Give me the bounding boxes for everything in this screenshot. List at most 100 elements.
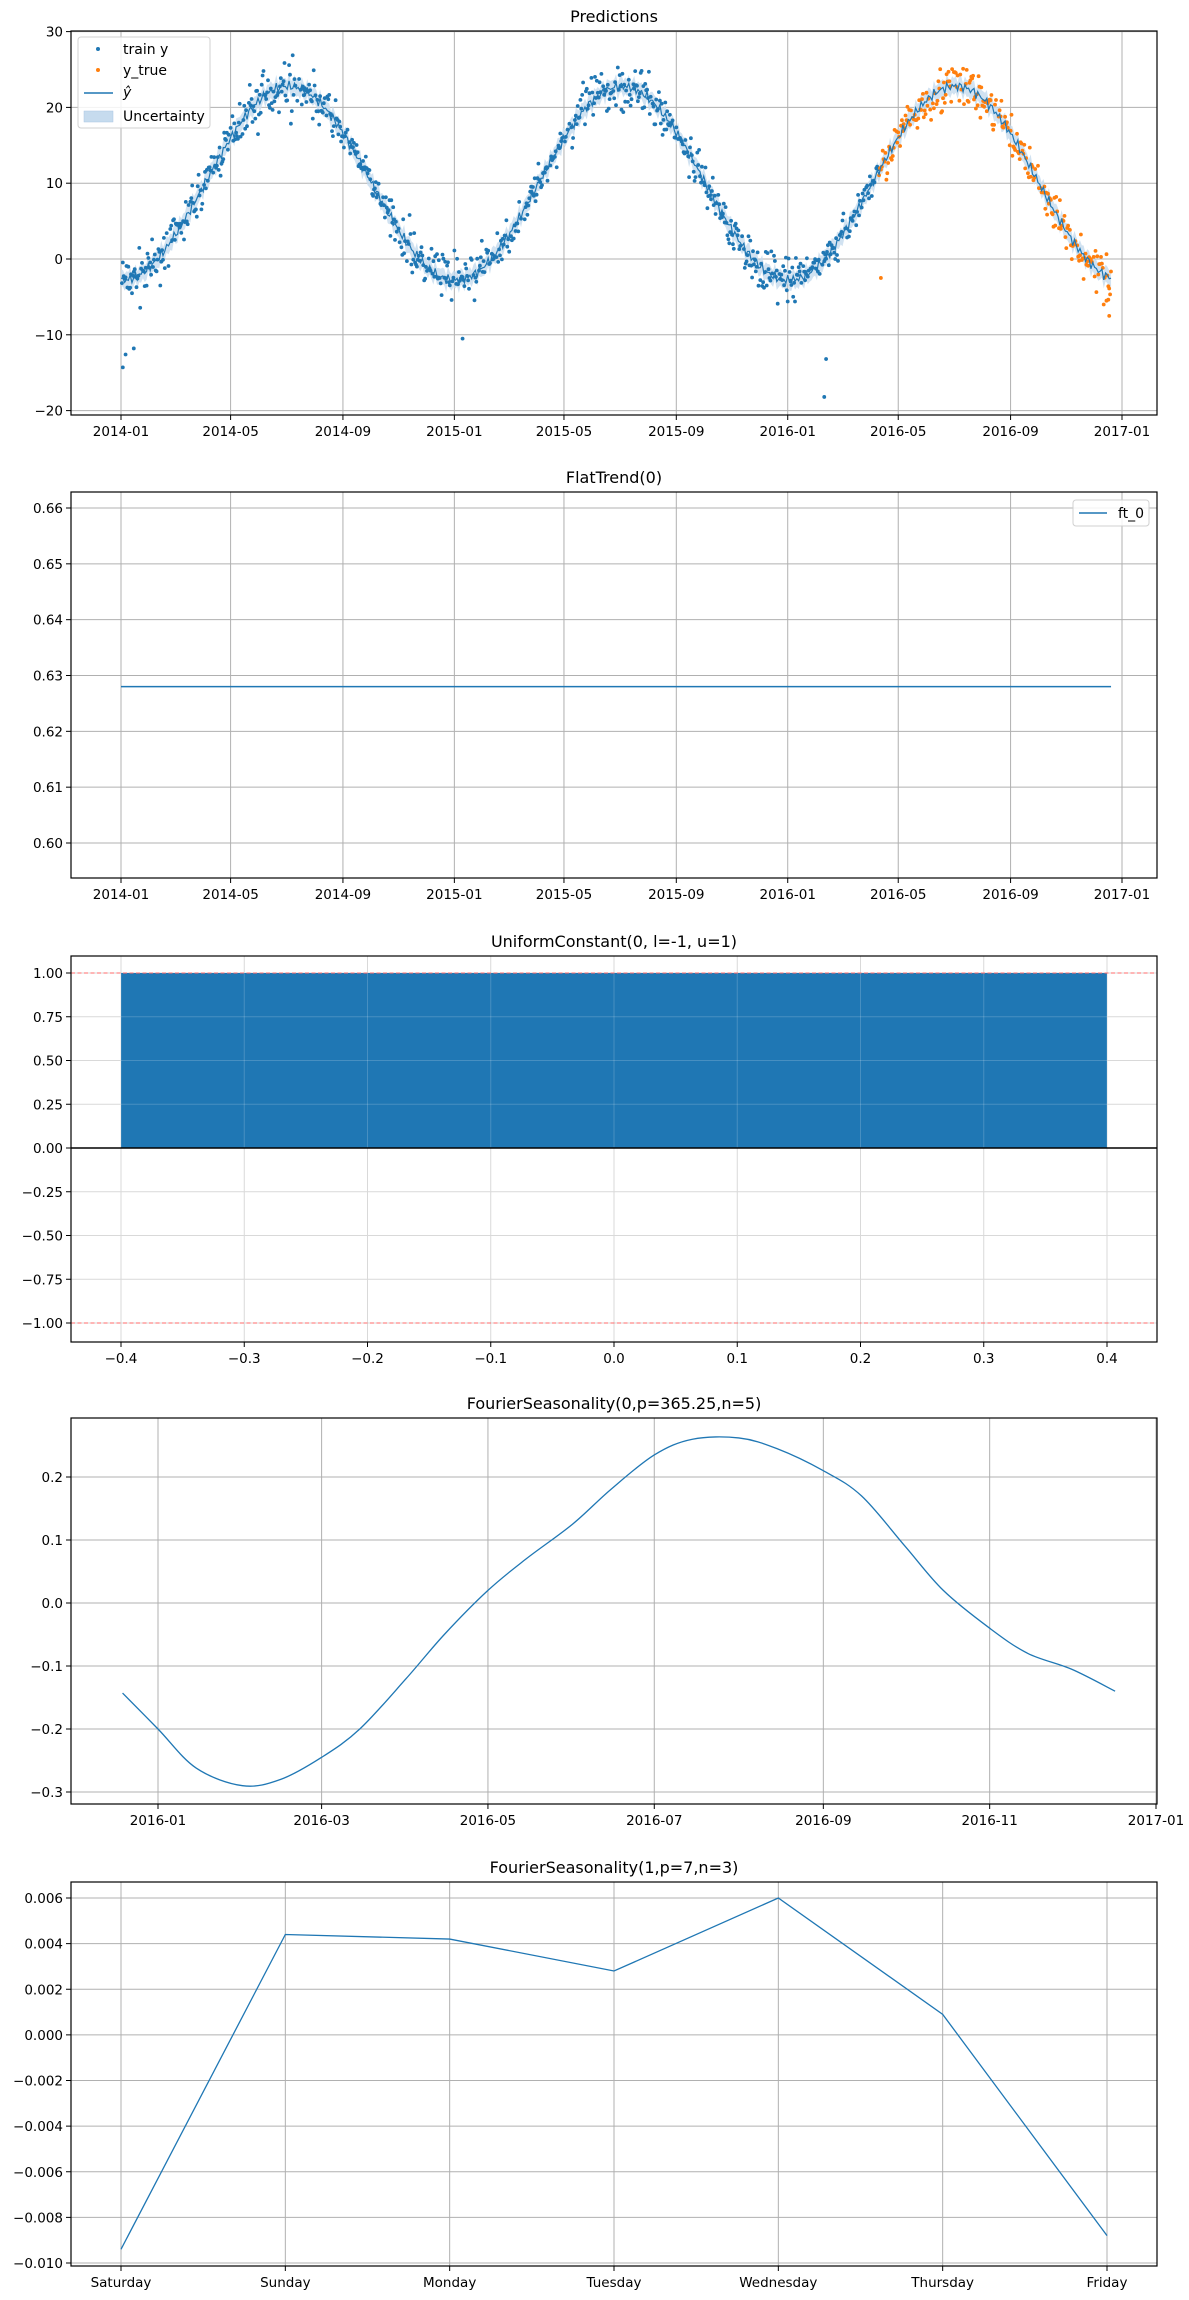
train-y-point (657, 90, 661, 94)
y-true-point (984, 109, 989, 114)
train-y-point (517, 200, 522, 204)
x-tick-label: 0.0 (603, 1351, 624, 1367)
train-y-point (591, 113, 596, 117)
y-true-point (1094, 290, 1099, 294)
y-true-point (935, 98, 940, 103)
y-tick-label: −0.004 (13, 2119, 63, 2135)
train-y-point (218, 173, 223, 178)
train-y-point (363, 154, 368, 159)
train-y-point (179, 231, 184, 235)
legend-ft-0: ft_0 (1118, 506, 1144, 522)
train-y-point (321, 101, 326, 106)
train-y-point (856, 193, 860, 197)
train-y-point (149, 272, 154, 277)
train-y-point (472, 298, 477, 303)
train-y-point (758, 278, 763, 282)
train-y-point (687, 175, 691, 180)
y-true-point (1017, 157, 1022, 162)
flat-trend-title: FlatTrend(0) (566, 468, 662, 487)
train-y-point (132, 267, 137, 272)
train-y-point (733, 221, 738, 226)
train-y-point (840, 218, 845, 223)
train-y-point (833, 257, 838, 261)
train-y-point (692, 179, 697, 183)
train-y-point (232, 121, 237, 126)
train-y-point (534, 192, 539, 197)
train-y-point (624, 88, 628, 93)
train-y-point (345, 127, 350, 132)
train-y-point (221, 157, 226, 162)
train-y-point (867, 196, 871, 201)
x-tick-label: 2014-05 (202, 424, 258, 440)
train-y-point (230, 114, 235, 119)
x-tick-label: 2016-01 (760, 887, 816, 903)
x-tick-label: 0.4 (1096, 1351, 1117, 1367)
train-y-point (249, 97, 254, 101)
y-true-point (1046, 191, 1050, 196)
train-y-point (495, 231, 500, 236)
train-y-point (665, 109, 670, 114)
y-tick-label: −0.25 (22, 1185, 63, 1201)
y-hat-path (120, 80, 1112, 286)
y-true-point (1091, 255, 1096, 259)
train-y-point (762, 285, 766, 290)
train-y-point (460, 336, 465, 341)
train-y-point (841, 211, 846, 216)
train-y-point (148, 260, 153, 265)
train-y-point (247, 83, 252, 87)
train-y-point (120, 365, 125, 370)
y-true-point (905, 104, 910, 109)
y-true-point (978, 115, 983, 120)
x-tick-label: 0.3 (973, 1351, 994, 1367)
fourier-weekly-path (120, 1897, 1108, 2250)
train-y-point (185, 222, 190, 227)
train-y-point (768, 278, 773, 283)
train-y-point (637, 95, 641, 99)
train-y-point (330, 129, 334, 134)
train-y-point (130, 291, 134, 296)
x-tick-label: 2016-05 (870, 887, 926, 903)
fourier-yearly-path (122, 1436, 1116, 1787)
train-y-point (354, 143, 359, 147)
train-y-point (292, 77, 297, 81)
train-y-point (755, 250, 760, 255)
train-y-point (693, 175, 698, 180)
y-tick-label: 0.25 (33, 1097, 63, 1113)
train-y-point (260, 73, 265, 78)
predictions-panel: Predictions −20 −10 0 10 20 30 2014-01 2014-05… (35, 7, 1158, 440)
train-y-point (851, 214, 856, 218)
fourier-weekly-panel: FourierSeasonality(1,p=7,n=3) −0.010−0.0… (13, 1858, 1158, 2291)
train-y-point (268, 106, 272, 110)
train-y-point (222, 130, 227, 135)
train-y-point (281, 79, 286, 84)
y-true-point (1104, 298, 1109, 303)
train-y-point (611, 89, 616, 93)
train-y-point (236, 120, 241, 125)
train-y-point (150, 237, 155, 242)
train-y-point (446, 260, 450, 265)
train-y-point (367, 168, 372, 173)
train-y-point (224, 138, 228, 142)
train-y-point (452, 248, 457, 253)
train-y-point (834, 236, 838, 241)
train-y-point (388, 234, 393, 238)
y-true-point (921, 115, 926, 120)
train-y-point (226, 147, 230, 152)
flat-trend-panel: FlatTrend(0) 0.600.610.620.630.640.650.6… (33, 468, 1158, 903)
train-y-point (639, 69, 644, 73)
x-tick-label: Saturday (91, 2275, 152, 2291)
y-true-point (885, 171, 890, 176)
uniform-constant-panel: UniformConstant(0, l=-1, u=1) −1.00 −0.75… (22, 932, 1158, 1367)
train-y-point (469, 258, 474, 262)
train-y-point (288, 72, 292, 77)
y-tick-label: −0.75 (22, 1272, 63, 1288)
x-tick-label: Thursday (910, 2275, 974, 2291)
train-y-point (695, 150, 700, 155)
train-y-point (423, 276, 427, 281)
train-y-point (761, 280, 765, 285)
train-y-point (393, 238, 397, 242)
x-tick-label: Friday (1087, 2275, 1128, 2291)
y-true-point (1096, 272, 1101, 277)
train-y-point (386, 208, 391, 213)
train-y-point (253, 116, 258, 121)
